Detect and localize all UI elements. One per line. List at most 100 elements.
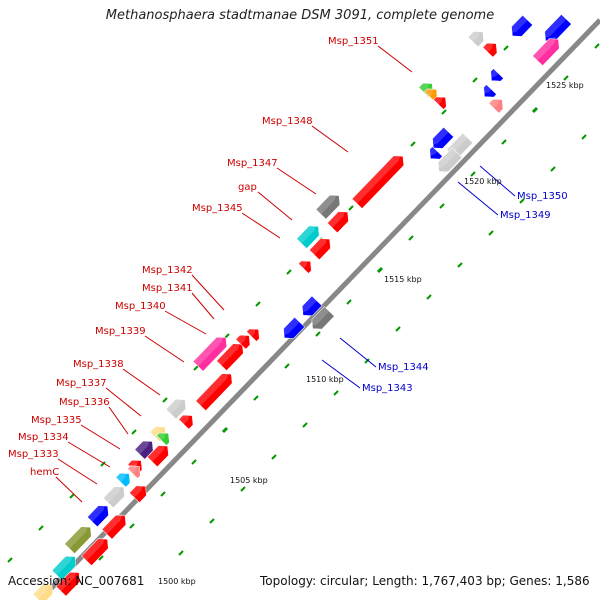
gene-feature (488, 97, 504, 114)
gene-label-forward: gap (238, 182, 257, 193)
gene-feature (127, 463, 141, 479)
tick-mark (364, 358, 370, 364)
scale-label: 1515 kbp (384, 275, 422, 284)
gene-feature (51, 554, 77, 581)
gene-feature (482, 41, 498, 58)
tick-mark (531, 106, 539, 114)
tick-mark (581, 134, 587, 140)
gene-label-reverse: Msp_1343 (362, 383, 413, 394)
tick-mark (439, 203, 445, 209)
gene-label-forward: Msp_1351 (328, 36, 379, 47)
gene-label-forward: Msp_1340 (115, 301, 166, 312)
gene-feature (195, 371, 233, 412)
accession-text: Accession: NC_007681 (8, 574, 145, 588)
map-title: Methanosphaera stadtmanae DSM 3091, comp… (105, 8, 495, 23)
label-leader (108, 406, 129, 435)
scale-label: 1500 kbp (158, 577, 196, 586)
scale-label: 1505 kbp (230, 476, 268, 485)
tick-mark (410, 141, 416, 147)
tick-mark (162, 397, 168, 403)
gene-label-forward: Msp_1333 (8, 449, 59, 460)
gene-feature (424, 86, 438, 102)
label-leader (457, 181, 499, 216)
backbone-line (38, 18, 600, 600)
gene-feature (532, 36, 560, 67)
gene-label-forward: Msp_1342 (142, 265, 193, 276)
summary-text: Topology: circular; Length: 1,767,403 bp… (260, 574, 590, 588)
tick-mark (271, 454, 277, 460)
gene-feature (216, 341, 244, 372)
gene-feature (281, 316, 306, 339)
gene-features (32, 13, 572, 600)
tick-mark (240, 486, 246, 492)
gene-feature (81, 536, 109, 567)
gene-label-forward: Msp_1341 (142, 283, 193, 294)
gene-label-forward: Msp_1348 (262, 116, 313, 127)
gene-label-forward: Msp_1345 (192, 203, 243, 214)
gene-label-reverse: Msp_1344 (378, 362, 429, 373)
tick-mark (129, 523, 135, 529)
label-leader (55, 476, 83, 503)
tick-mark (193, 365, 199, 371)
label-leader (241, 212, 281, 239)
tick-mark (302, 422, 308, 428)
gene-feature (326, 209, 349, 234)
tick-mark (221, 426, 229, 434)
gene-feature (165, 397, 187, 420)
tick-mark (470, 171, 476, 177)
tick-mark (503, 45, 509, 51)
gene-feature (433, 94, 447, 110)
gene-feature (300, 295, 323, 316)
tick-mark (131, 429, 137, 435)
scale-label: 1510 kbp (306, 375, 344, 384)
label-leader (164, 310, 207, 335)
gene-feature (55, 570, 81, 597)
tick-mark (224, 333, 230, 339)
gene-feature (482, 84, 497, 98)
tick-mark (160, 491, 166, 497)
gene-feature (489, 68, 504, 82)
label-leader (105, 387, 142, 417)
gene-feature (134, 439, 154, 460)
tick-mark (376, 266, 384, 274)
tick-mark (100, 461, 106, 467)
gene-feature (467, 29, 484, 48)
gene-feature (115, 471, 131, 488)
tick-mark (519, 198, 525, 204)
gene-feature (64, 524, 92, 555)
tick-mark (457, 262, 463, 268)
tick-mark (441, 109, 447, 115)
tick-mark (563, 75, 569, 81)
gene-feature (428, 146, 443, 160)
tick-mark (38, 525, 44, 531)
gene-label-forward: Msp_1335 (31, 415, 82, 426)
tick-mark (7, 557, 13, 563)
tick-mark (69, 493, 75, 499)
gene-feature (86, 503, 109, 528)
label-leader (122, 368, 161, 396)
gene-feature (351, 153, 405, 209)
gene-feature (146, 443, 169, 468)
tick-mark (426, 294, 432, 300)
tick-mark (550, 166, 556, 172)
gene-feature (298, 258, 312, 274)
label-leader (276, 167, 317, 195)
gene-feature (308, 236, 331, 261)
tick-mark (472, 77, 478, 83)
label-leader (191, 274, 225, 311)
scale-label: 1520 kbp (464, 177, 502, 186)
gene-feature (129, 483, 147, 503)
gene-feature (32, 582, 54, 600)
tick-mark (488, 230, 494, 236)
tick-mark (408, 235, 414, 241)
tick-mark (98, 555, 104, 561)
gene-feature (235, 333, 251, 350)
gene-feature (178, 413, 194, 430)
label-leader (67, 441, 111, 468)
gene-feature (315, 193, 341, 220)
tick-mark (209, 518, 215, 524)
gene-feature (310, 306, 335, 330)
gene-feature (296, 223, 320, 249)
gene-label-forward: Msp_1338 (73, 359, 124, 370)
